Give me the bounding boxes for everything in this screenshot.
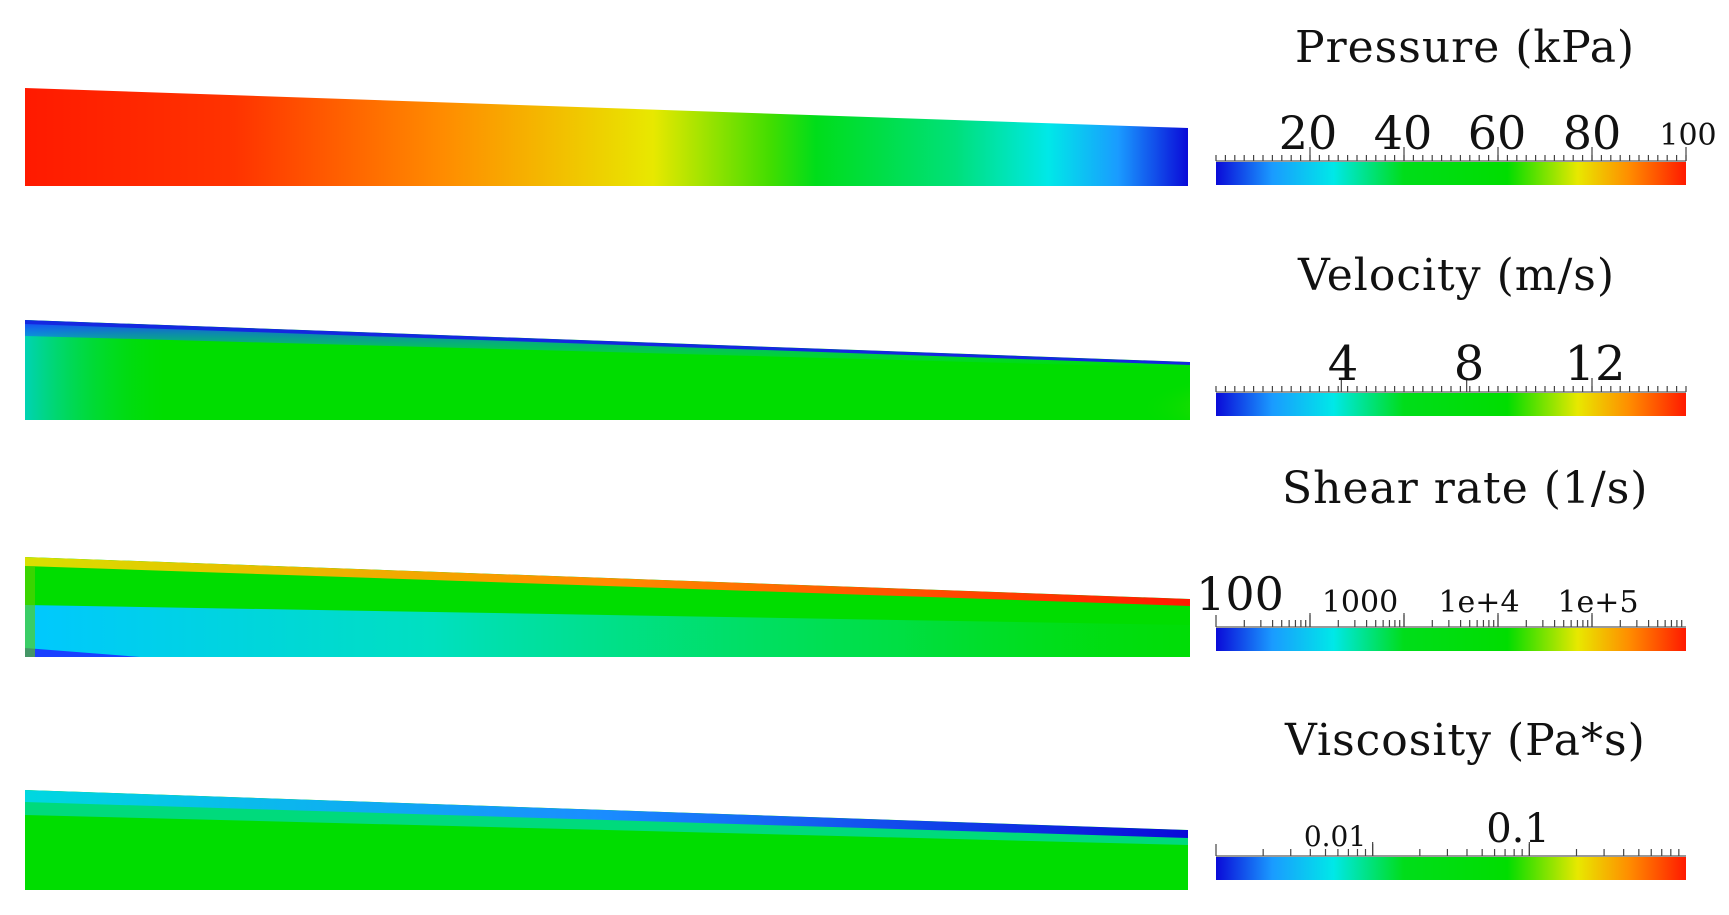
pressure-field — [25, 88, 1188, 186]
velocity-tick-label: 4 — [1327, 336, 1359, 392]
velocity-tick-label: 8 — [1453, 336, 1485, 392]
shear-rate-tick-label: 1e+5 — [1557, 585, 1639, 620]
velocity-core-jet — [670, 342, 1190, 420]
shear-rate-tick-label: 1000 — [1321, 585, 1399, 620]
velocity-colorbar — [1216, 393, 1686, 416]
shear-rate-legend-title: Shear rate (1/s) — [1282, 463, 1649, 514]
viscosity-tick-label: 0.01 — [1303, 820, 1367, 853]
viscosity-center-region — [25, 830, 585, 890]
viscosity-contour — [25, 790, 1188, 890]
velocity-tick-label: 12 — [1564, 336, 1626, 392]
pressure-legend-title: Pressure (kPa) — [1295, 22, 1636, 73]
pressure-tick-label: 100 — [1659, 118, 1717, 153]
pressure-tick-label: 80 — [1562, 106, 1622, 160]
viscosity-tick-label: 0.1 — [1486, 806, 1550, 852]
shear-rate-center-band — [25, 605, 1190, 657]
shear-rate-tick-label: 1e+4 — [1438, 585, 1520, 620]
pressure-contour — [25, 88, 1188, 186]
viscosity-wall-layer — [25, 790, 1188, 838]
colorbars — [1215, 147, 1687, 880]
shear-rate-colorbar — [1216, 628, 1686, 651]
shear-rate-wall-layer — [25, 557, 1190, 606]
viscosity-colorbar — [1216, 857, 1686, 880]
pressure-tick-label: 20 — [1278, 106, 1338, 160]
velocity-legend-title: Velocity (m/s) — [1298, 250, 1616, 301]
shear-rate-tick-label: 100 — [1196, 567, 1284, 621]
pressure-tick-label: 60 — [1467, 106, 1527, 160]
pressure-tick-label: 40 — [1373, 106, 1433, 160]
pressure-colorbar — [1216, 162, 1686, 185]
shear-rate-contour — [25, 557, 1190, 657]
viscosity-legend-title: Viscosity (Pa*s) — [1285, 715, 1646, 766]
